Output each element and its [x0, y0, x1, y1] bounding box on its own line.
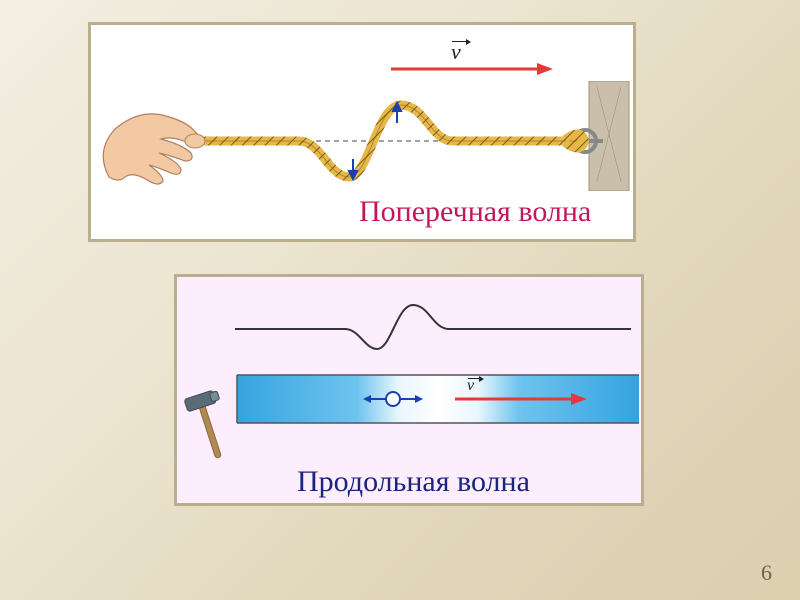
label-longitudinal: Продольная волна: [297, 465, 530, 499]
velocity-v-bot: v: [467, 377, 474, 394]
velocity-arrow-top: [91, 25, 639, 85]
transverse-rope-scene: [91, 81, 639, 191]
hammer-icon: [183, 385, 239, 465]
panel-transverse: v: [88, 22, 636, 242]
velocity-symbol-bot: v: [467, 377, 474, 395]
label-transverse: Поперечная волна: [359, 195, 591, 229]
velocity-v-top: v: [451, 39, 461, 64]
panel-longitudinal: v Продольная волна: [174, 274, 644, 506]
hand-icon: [103, 114, 205, 184]
velocity-symbol-top: v: [451, 39, 461, 65]
page-number: 6: [761, 560, 772, 586]
